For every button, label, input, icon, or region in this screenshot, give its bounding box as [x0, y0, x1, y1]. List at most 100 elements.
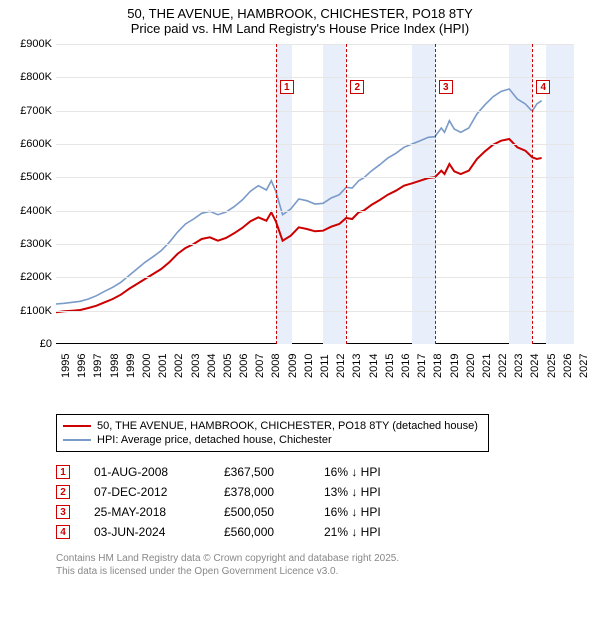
x-tick-label: 2017 [416, 354, 428, 378]
x-tick-label: 2005 [222, 354, 234, 378]
transaction-pct: 21% ↓ HPI [324, 525, 434, 539]
event-marker: 4 [536, 80, 550, 94]
chart-area: £0 £100K £200K £300K £400K £500K £600K £700K £80… [14, 44, 574, 374]
x-tick-label: 2008 [270, 354, 282, 378]
x-tick-label: 2011 [319, 354, 331, 378]
gridline [56, 77, 574, 78]
y-tick-label: £500K [14, 171, 52, 183]
transaction-row: 2 07-DEC-2012£378,00013% ↓ HPI [56, 482, 600, 502]
legend-label: HPI: Average price, detached house, Chic… [97, 434, 332, 446]
legend-swatch [63, 439, 91, 441]
x-tick-label: 1998 [109, 354, 121, 378]
x-tick-label: 2007 [254, 354, 266, 378]
x-tick-label: 1995 [60, 354, 72, 378]
x-tick-label: 2010 [303, 354, 315, 378]
x-tick-label: 2013 [351, 354, 363, 378]
transaction-pct: 16% ↓ HPI [324, 465, 434, 479]
x-tick-label: 2002 [173, 354, 185, 378]
x-tick-label: 2004 [206, 354, 218, 378]
x-tick-label: 2025 [546, 354, 558, 378]
x-tick-label: 2027 [578, 354, 590, 378]
x-tick-label: 2019 [449, 354, 461, 378]
gridline [56, 111, 574, 112]
event-vline [532, 44, 533, 344]
x-tick-label: 2015 [384, 354, 396, 378]
x-tick-label: 2001 [157, 354, 169, 378]
event-marker: 1 [280, 80, 294, 94]
title-address: 50, THE AVENUE, HAMBROOK, CHICHESTER, PO… [0, 6, 600, 21]
y-tick-label: £300K [14, 238, 52, 250]
transaction-marker: 1 [56, 465, 70, 479]
y-tick-label: £400K [14, 205, 52, 217]
title-block: 50, THE AVENUE, HAMBROOK, CHICHESTER, PO… [0, 0, 600, 38]
transaction-price: £378,000 [224, 485, 324, 499]
event-vline [435, 44, 436, 344]
x-tick-label: 2003 [190, 354, 202, 378]
transaction-price: £500,050 [224, 505, 324, 519]
x-tick-label: 2000 [141, 354, 153, 378]
series-price_paid [56, 139, 542, 312]
x-tick-label: 2021 [481, 354, 493, 378]
x-tick-label: 2009 [287, 354, 299, 378]
legend: 50, THE AVENUE, HAMBROOK, CHICHESTER, PO… [56, 414, 489, 452]
legend-item: 50, THE AVENUE, HAMBROOK, CHICHESTER, PO… [63, 419, 478, 433]
y-tick-label: £800K [14, 71, 52, 83]
y-tick-label: £0 [14, 338, 52, 350]
footer-line1: Contains HM Land Registry data © Crown c… [56, 552, 600, 565]
transaction-date: 03-JUN-2024 [94, 525, 224, 539]
event-marker: 2 [350, 80, 364, 94]
legend-swatch [63, 425, 91, 427]
y-tick-label: £700K [14, 105, 52, 117]
title-subtitle: Price paid vs. HM Land Registry's House … [0, 21, 600, 36]
legend-label: 50, THE AVENUE, HAMBROOK, CHICHESTER, PO… [97, 420, 478, 432]
y-tick-label: £900K [14, 38, 52, 50]
x-tick-label: 2016 [400, 354, 412, 378]
transaction-marker: 4 [56, 525, 70, 539]
y-tick-label: £200K [14, 271, 52, 283]
footer-line2: This data is licensed under the Open Gov… [56, 565, 600, 578]
plot-area: 1 2 3 4 [56, 44, 574, 344]
transaction-price: £367,500 [224, 465, 324, 479]
transaction-price: £560,000 [224, 525, 324, 539]
x-tick-label: 2006 [238, 354, 250, 378]
x-tick-label: 2024 [529, 354, 541, 378]
x-tick-label: 1997 [92, 354, 104, 378]
x-tick-label: 1996 [76, 354, 88, 378]
x-tick-label: 2012 [335, 354, 347, 378]
x-tick-label: 2023 [513, 354, 525, 378]
x-tick-label: 2026 [562, 354, 574, 378]
gridline [56, 144, 574, 145]
transaction-row: 1 01-AUG-2008£367,50016% ↓ HPI [56, 462, 600, 482]
transaction-pct: 13% ↓ HPI [324, 485, 434, 499]
transaction-pct: 16% ↓ HPI [324, 505, 434, 519]
y-tick-label: £600K [14, 138, 52, 150]
transaction-row: 3 25-MAY-2018£500,05016% ↓ HPI [56, 502, 600, 522]
x-tick-label: 2020 [465, 354, 477, 378]
gridline [56, 211, 574, 212]
gridline [56, 311, 574, 312]
transaction-date: 01-AUG-2008 [94, 465, 224, 479]
gridline [56, 44, 574, 45]
transaction-table: 101-AUG-2008£367,50016% ↓ HPI207-DEC-201… [56, 462, 600, 542]
x-tick-label: 2022 [497, 354, 509, 378]
transaction-row: 4 03-JUN-2024£560,00021% ↓ HPI [56, 522, 600, 542]
event-vline [346, 44, 347, 344]
legend-item: HPI: Average price, detached house, Chic… [63, 433, 478, 447]
gridline [56, 244, 574, 245]
gridline [56, 177, 574, 178]
transaction-marker: 3 [56, 505, 70, 519]
chart-container: 50, THE AVENUE, HAMBROOK, CHICHESTER, PO… [0, 0, 600, 620]
series-hpi [56, 89, 542, 304]
gridline [56, 277, 574, 278]
x-tick-label: 2014 [368, 354, 380, 378]
transaction-marker: 2 [56, 485, 70, 499]
line-series [56, 44, 574, 344]
transaction-date: 25-MAY-2018 [94, 505, 224, 519]
transaction-date: 07-DEC-2012 [94, 485, 224, 499]
x-tick-label: 1999 [125, 354, 137, 378]
event-marker: 3 [439, 80, 453, 94]
footer: Contains HM Land Registry data © Crown c… [56, 552, 600, 578]
y-tick-label: £100K [14, 305, 52, 317]
event-vline [276, 44, 277, 344]
x-tick-label: 2018 [432, 354, 444, 378]
